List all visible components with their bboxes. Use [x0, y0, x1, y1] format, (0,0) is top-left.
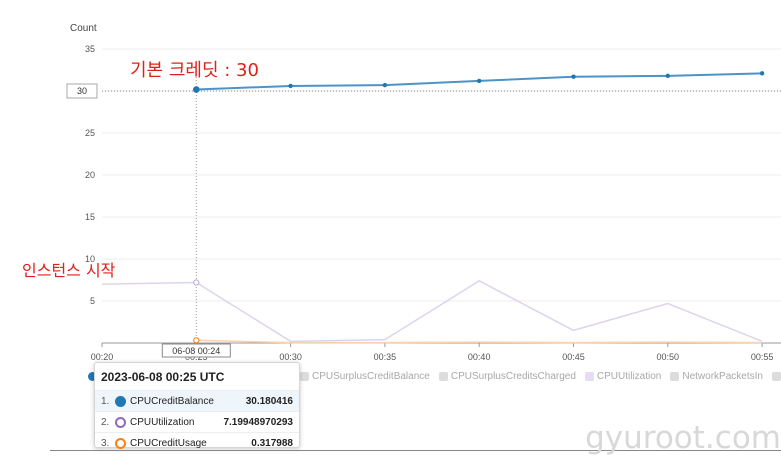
legend: CPUSurplusCreditBalance CPUSurplusCredit…: [300, 371, 781, 382]
data-point-cpucreditbalance: [571, 74, 576, 79]
x-tick-label: 00:50: [657, 352, 680, 362]
legend-item-cpuutilization[interactable]: CPUUtilization: [584, 371, 661, 382]
highlight-point-cpucreditusage: [193, 337, 200, 344]
data-point-cpucreditbalance: [759, 71, 765, 76]
highlight-point-cpucreditbalance: [193, 86, 200, 93]
data-point-cpucreditbalance: [382, 82, 388, 88]
highlight-point-cpuutilization: [193, 279, 200, 286]
tooltip-row-value: 7.19948970293: [223, 416, 293, 428]
series-marker-icon: [115, 416, 126, 428]
legend-item-networkpacketsin[interactable]: NetworkPacketsIn: [670, 371, 763, 382]
data-point-cpucreditbalance: [665, 73, 670, 79]
series-marker-icon: [115, 437, 126, 449]
tooltip-row-index: 3.: [101, 437, 110, 449]
tooltip-row-cpucreditbalance: 1. CPUCreditBalance 30.180416: [95, 390, 299, 411]
series-marker-icon: [115, 395, 126, 407]
data-point-cpucreditbalance: [288, 83, 293, 89]
chart-tooltip: 2023-06-08 00:25 UTC 1. CPUCreditBalance…: [94, 362, 300, 449]
x-tick-label: 00:30: [279, 352, 302, 362]
x-tick-label: 00:35: [374, 352, 397, 362]
series-line-cpucreditusage: [196, 339, 763, 344]
data-point-cpucreditbalance: [477, 78, 482, 84]
y-tick-label: 25: [85, 128, 95, 138]
tooltip-row-cpuutilization: 2. CPUUtilization 7.19948970293: [95, 411, 299, 432]
y-tick-label: 10: [85, 254, 95, 264]
tooltip-row-name: CPUCreditUsage: [130, 437, 207, 449]
watermark: gyuroot.com: [585, 420, 781, 456]
tooltip-row-name: CPUUtilization: [130, 416, 195, 428]
threshold-label-box: [66, 83, 98, 99]
legend-item-cpusurpluscreditscharged[interactable]: CPUSurplusCreditsCharged: [438, 371, 576, 382]
tooltip-row-value: 30.180416: [245, 395, 293, 407]
tooltip-row-cpucreditusage: 3. CPUCreditUsage 0.317988: [95, 432, 299, 453]
x-tick-label: 00:45: [562, 352, 585, 362]
bottom-rule: [50, 450, 781, 451]
legend-cpucreditbalance-swatch[interactable]: [88, 372, 97, 381]
series-line-cpuutilization: [101, 280, 763, 343]
crosshair-label: 06-08 00:24: [172, 346, 220, 356]
y-tick-label: 5: [90, 296, 95, 306]
y-tick-label: 15: [85, 212, 95, 222]
tooltip-row-index: 2.: [101, 416, 110, 428]
x-tick-label: 00:55: [751, 352, 774, 362]
annotation-instance-start: 인스턴스 시작: [22, 261, 116, 280]
x-tick-label: 00:40: [468, 352, 491, 362]
tooltip-row-value: 0.317988: [251, 437, 293, 449]
tooltip-row-name: CPUCreditBalance: [130, 395, 214, 407]
tooltip-title: 2023-06-08 00:25 UTC: [101, 370, 225, 384]
y-tick-label: 20: [85, 170, 95, 180]
y-tick-label: 35: [85, 44, 95, 54]
legend-item-truncated[interactable]: N: [771, 371, 781, 382]
annotation-base-credit: 기본 크레딧 : 30: [130, 60, 259, 81]
y-axis-title: Count: [70, 23, 97, 34]
crosshair-label-box: [161, 343, 231, 358]
threshold-label: 30: [77, 86, 87, 96]
tooltip-row-index: 1.: [101, 395, 110, 407]
x-tick-label: 00:20: [91, 352, 114, 362]
legend-item-cpusurpluscreditbalance[interactable]: CPUSurplusCreditBalance: [300, 371, 430, 382]
